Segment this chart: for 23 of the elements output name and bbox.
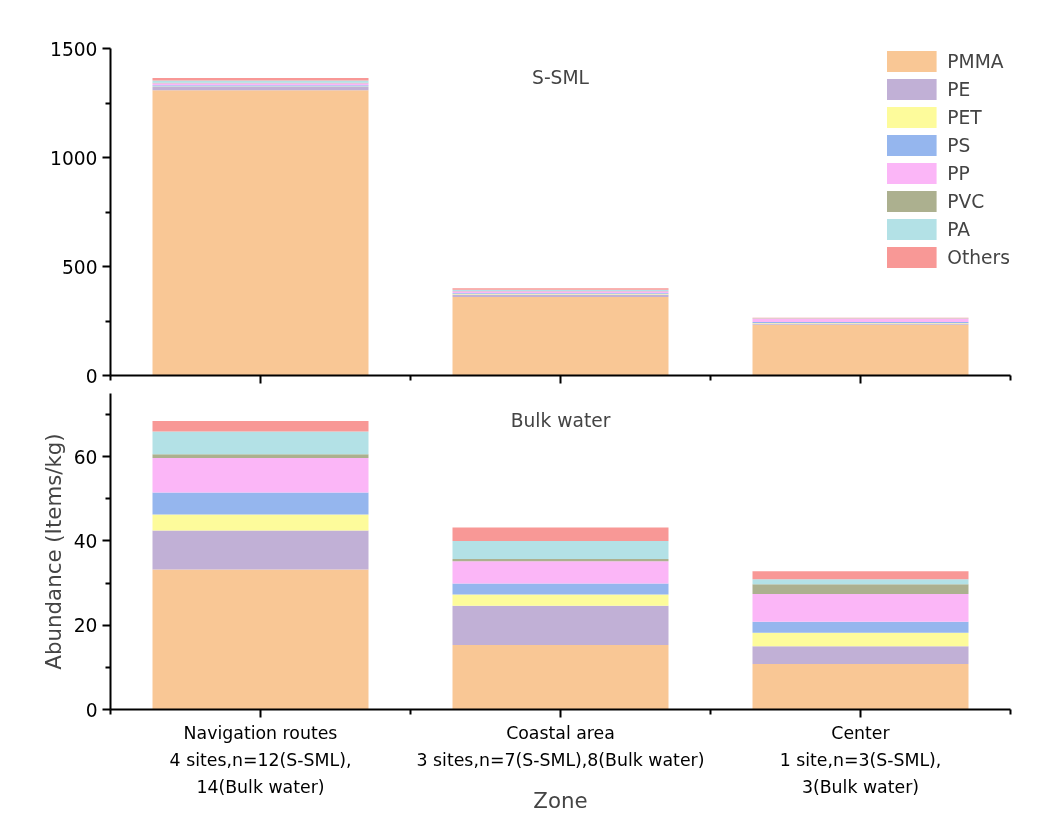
y-axis-title: Abundance (Items/kg): [40, 433, 66, 670]
legend-label: PA: [947, 218, 971, 240]
legend-label: PVC: [947, 190, 985, 212]
x-tick-label: Center 1 site,n=3(S-SML), 3(Bulk water): [779, 722, 942, 797]
legend-label: PE: [947, 78, 971, 100]
y-tick-label: 20: [73, 615, 98, 637]
y-tick-label: 0: [85, 699, 98, 721]
legend-label: PET: [947, 106, 982, 128]
y-tick-label: 1000: [50, 147, 98, 169]
y-tick-label: 60: [73, 446, 98, 468]
y-tick-label: 40: [73, 530, 98, 552]
y-tick-label: 500: [61, 256, 98, 278]
y-tick-label: 1500: [50, 38, 98, 60]
x-tick-label: Coastal area 3 sites,n=7(S-SML),8(Bulk water): [416, 722, 705, 770]
legend-label: PS: [947, 134, 971, 156]
x-axis-title: Zone: [533, 787, 588, 813]
y-tick-label: 0: [85, 365, 98, 387]
x-tick-label: Navigation routes 4 sites,n=12(S-SML), 14(Bulk water): [169, 722, 352, 797]
legend-label: PMMA: [947, 50, 1004, 72]
legend-label: PP: [947, 162, 970, 184]
text: S-SML: [532, 66, 590, 88]
legend-label: Others: [947, 246, 1010, 268]
text: Bulk water: [510, 410, 611, 432]
